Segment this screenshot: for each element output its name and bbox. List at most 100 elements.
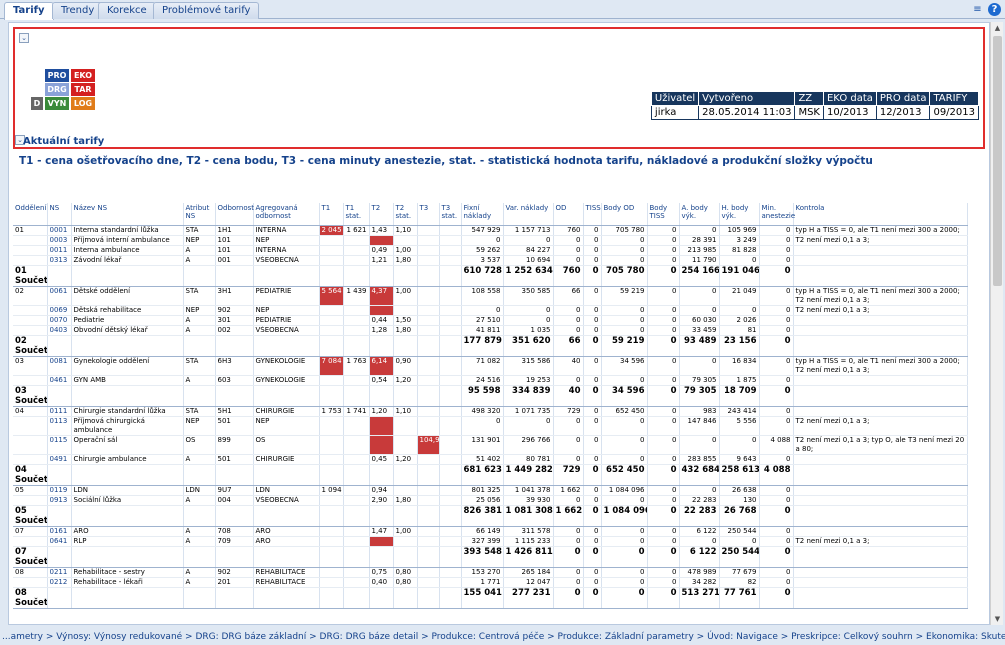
legend-tar[interactable]: TAR xyxy=(71,83,95,96)
column-header[interactable]: Var. náklady xyxy=(503,203,554,226)
legend-d[interactable]: D xyxy=(31,97,43,110)
table-cell[interactable]: 0001 xyxy=(47,225,72,236)
table-cell: 277 231 xyxy=(503,587,554,609)
table-cell[interactable]: 0491 xyxy=(47,454,72,465)
table-cell[interactable]: 0641 xyxy=(47,536,72,547)
column-header[interactable]: T1 stat. xyxy=(343,203,370,226)
column-header[interactable]: A. body výk. xyxy=(679,203,720,226)
table-cell xyxy=(319,454,344,465)
table-cell[interactable]: 0161 xyxy=(47,526,72,537)
column-header[interactable]: NS xyxy=(47,203,72,226)
table-cell xyxy=(319,315,344,326)
column-header[interactable]: OD xyxy=(553,203,584,226)
table-cell xyxy=(393,335,418,357)
collapse-section-icon[interactable]: ⌄ xyxy=(15,135,25,145)
table-cell: 0 xyxy=(679,485,720,496)
table-cell xyxy=(369,235,394,246)
column-header[interactable]: Název NS xyxy=(71,203,184,226)
column-header[interactable]: Body OD xyxy=(601,203,648,226)
column-header[interactable]: TISS xyxy=(583,203,602,226)
table-cell[interactable]: 0313 xyxy=(47,255,72,266)
legend-eko[interactable]: EKO xyxy=(71,69,95,82)
table-cell: 59 219 xyxy=(601,335,648,357)
column-header[interactable]: Fixní náklady xyxy=(461,203,504,226)
table-cell[interactable]: 0061 xyxy=(47,286,72,306)
table-cell[interactable]: 0111 xyxy=(47,406,72,417)
column-header[interactable]: T2 xyxy=(369,203,394,226)
table-cell: 0 xyxy=(583,454,602,465)
scroll-down-icon[interactable]: ▼ xyxy=(994,615,1001,623)
table-cell[interactable]: 0211 xyxy=(47,567,72,578)
table-cell xyxy=(439,225,462,236)
table-cell xyxy=(439,454,462,465)
table-cell: 19 253 xyxy=(503,375,554,386)
table-cell: PEDIATRIE xyxy=(253,315,320,326)
collapse-header-icon[interactable]: ⌄ xyxy=(19,33,29,43)
column-header[interactable]: Oddělení xyxy=(13,203,48,226)
column-header[interactable]: T2 stat. xyxy=(393,203,418,226)
scroll-thumb[interactable] xyxy=(993,36,1002,286)
table-cell[interactable]: 0069 xyxy=(47,305,72,316)
table-cell[interactable] xyxy=(47,546,72,568)
table-cell[interactable] xyxy=(47,265,72,287)
table-cell[interactable]: 0115 xyxy=(47,435,72,455)
table-cell[interactable]: 0913 xyxy=(47,495,72,506)
table-cell: 08 Součet xyxy=(13,587,48,609)
table-cell: 0 xyxy=(647,435,680,455)
tab-problemove-tarify[interactable]: Problémové tarify xyxy=(153,2,260,19)
table-cell: VŠEOBECNÁ xyxy=(253,325,320,336)
table-cell[interactable] xyxy=(47,505,72,527)
table-cell[interactable] xyxy=(47,335,72,357)
table-cell: 1 071 735 xyxy=(503,406,554,417)
table-cell: 153 270 xyxy=(461,567,504,578)
column-header[interactable]: Kontrola xyxy=(793,203,968,226)
table-cell: Operační sál xyxy=(71,435,184,455)
table-cell[interactable]: 0070 xyxy=(47,315,72,326)
tab-tarify[interactable]: Tarify xyxy=(4,2,54,20)
table-cell[interactable]: 0003 xyxy=(47,235,72,246)
table-cell xyxy=(393,265,418,287)
table-cell: 6H3 xyxy=(215,356,254,376)
table-cell: 1,10 xyxy=(393,406,418,417)
table-cell xyxy=(369,505,394,527)
table-cell xyxy=(343,255,370,266)
column-header[interactable]: Atribut NS xyxy=(183,203,216,226)
table-row: 0491 Chirurgie ambulance A 501 CHIRURGIE 0,45… xyxy=(13,454,968,465)
legend-vyn[interactable]: VYN xyxy=(45,97,69,110)
column-header[interactable]: T3 xyxy=(417,203,440,226)
legend-pro[interactable]: PRO xyxy=(45,69,69,82)
tab-trendy[interactable]: Trendy xyxy=(52,2,104,19)
table-cell[interactable]: 0212 xyxy=(47,577,72,588)
table-cell[interactable]: 0113 xyxy=(47,416,72,436)
tab-korekce[interactable]: Korekce xyxy=(98,2,156,19)
table-cell: 79 305 xyxy=(679,375,720,386)
table-cell[interactable]: 0403 xyxy=(47,325,72,336)
legend-drg[interactable]: DRG xyxy=(45,83,69,96)
table-cell xyxy=(319,567,344,578)
table-cell[interactable] xyxy=(47,385,72,407)
vertical-scrollbar[interactable]: ▲ ▼ xyxy=(990,22,1003,625)
scroll-up-icon[interactable]: ▲ xyxy=(994,24,1001,32)
column-header[interactable]: Min. anestezie xyxy=(759,203,795,226)
column-header[interactable]: Body TISS xyxy=(647,203,680,226)
column-header[interactable]: T1 xyxy=(319,203,344,226)
column-header[interactable]: Agregovaná odbornost xyxy=(253,203,320,226)
table-cell: 0 xyxy=(461,416,504,436)
legend-log[interactable]: LOG xyxy=(71,97,95,110)
table-cell: 0 xyxy=(553,235,584,246)
breadcrumb[interactable]: ...ametry > Výnosy: Výnosy redukované > … xyxy=(0,629,1005,645)
table-cell[interactable]: 0461 xyxy=(47,375,72,386)
table-cell: 0 xyxy=(719,305,760,316)
table-cell[interactable]: 0011 xyxy=(47,245,72,256)
help-icon[interactable]: ? xyxy=(988,3,1001,16)
column-header[interactable]: Odbornost xyxy=(215,203,254,226)
table-cell[interactable]: 0081 xyxy=(47,356,72,376)
table-cell[interactable] xyxy=(47,587,72,609)
table-cell xyxy=(439,235,462,246)
column-header[interactable]: H. body výk. xyxy=(719,203,760,226)
table-cell: 0 xyxy=(759,546,794,568)
menu-icon[interactable]: ≡ xyxy=(973,4,982,15)
table-cell[interactable]: 0119 xyxy=(47,485,72,496)
table-cell[interactable] xyxy=(47,464,72,486)
column-header[interactable]: T3 stat. xyxy=(439,203,462,226)
